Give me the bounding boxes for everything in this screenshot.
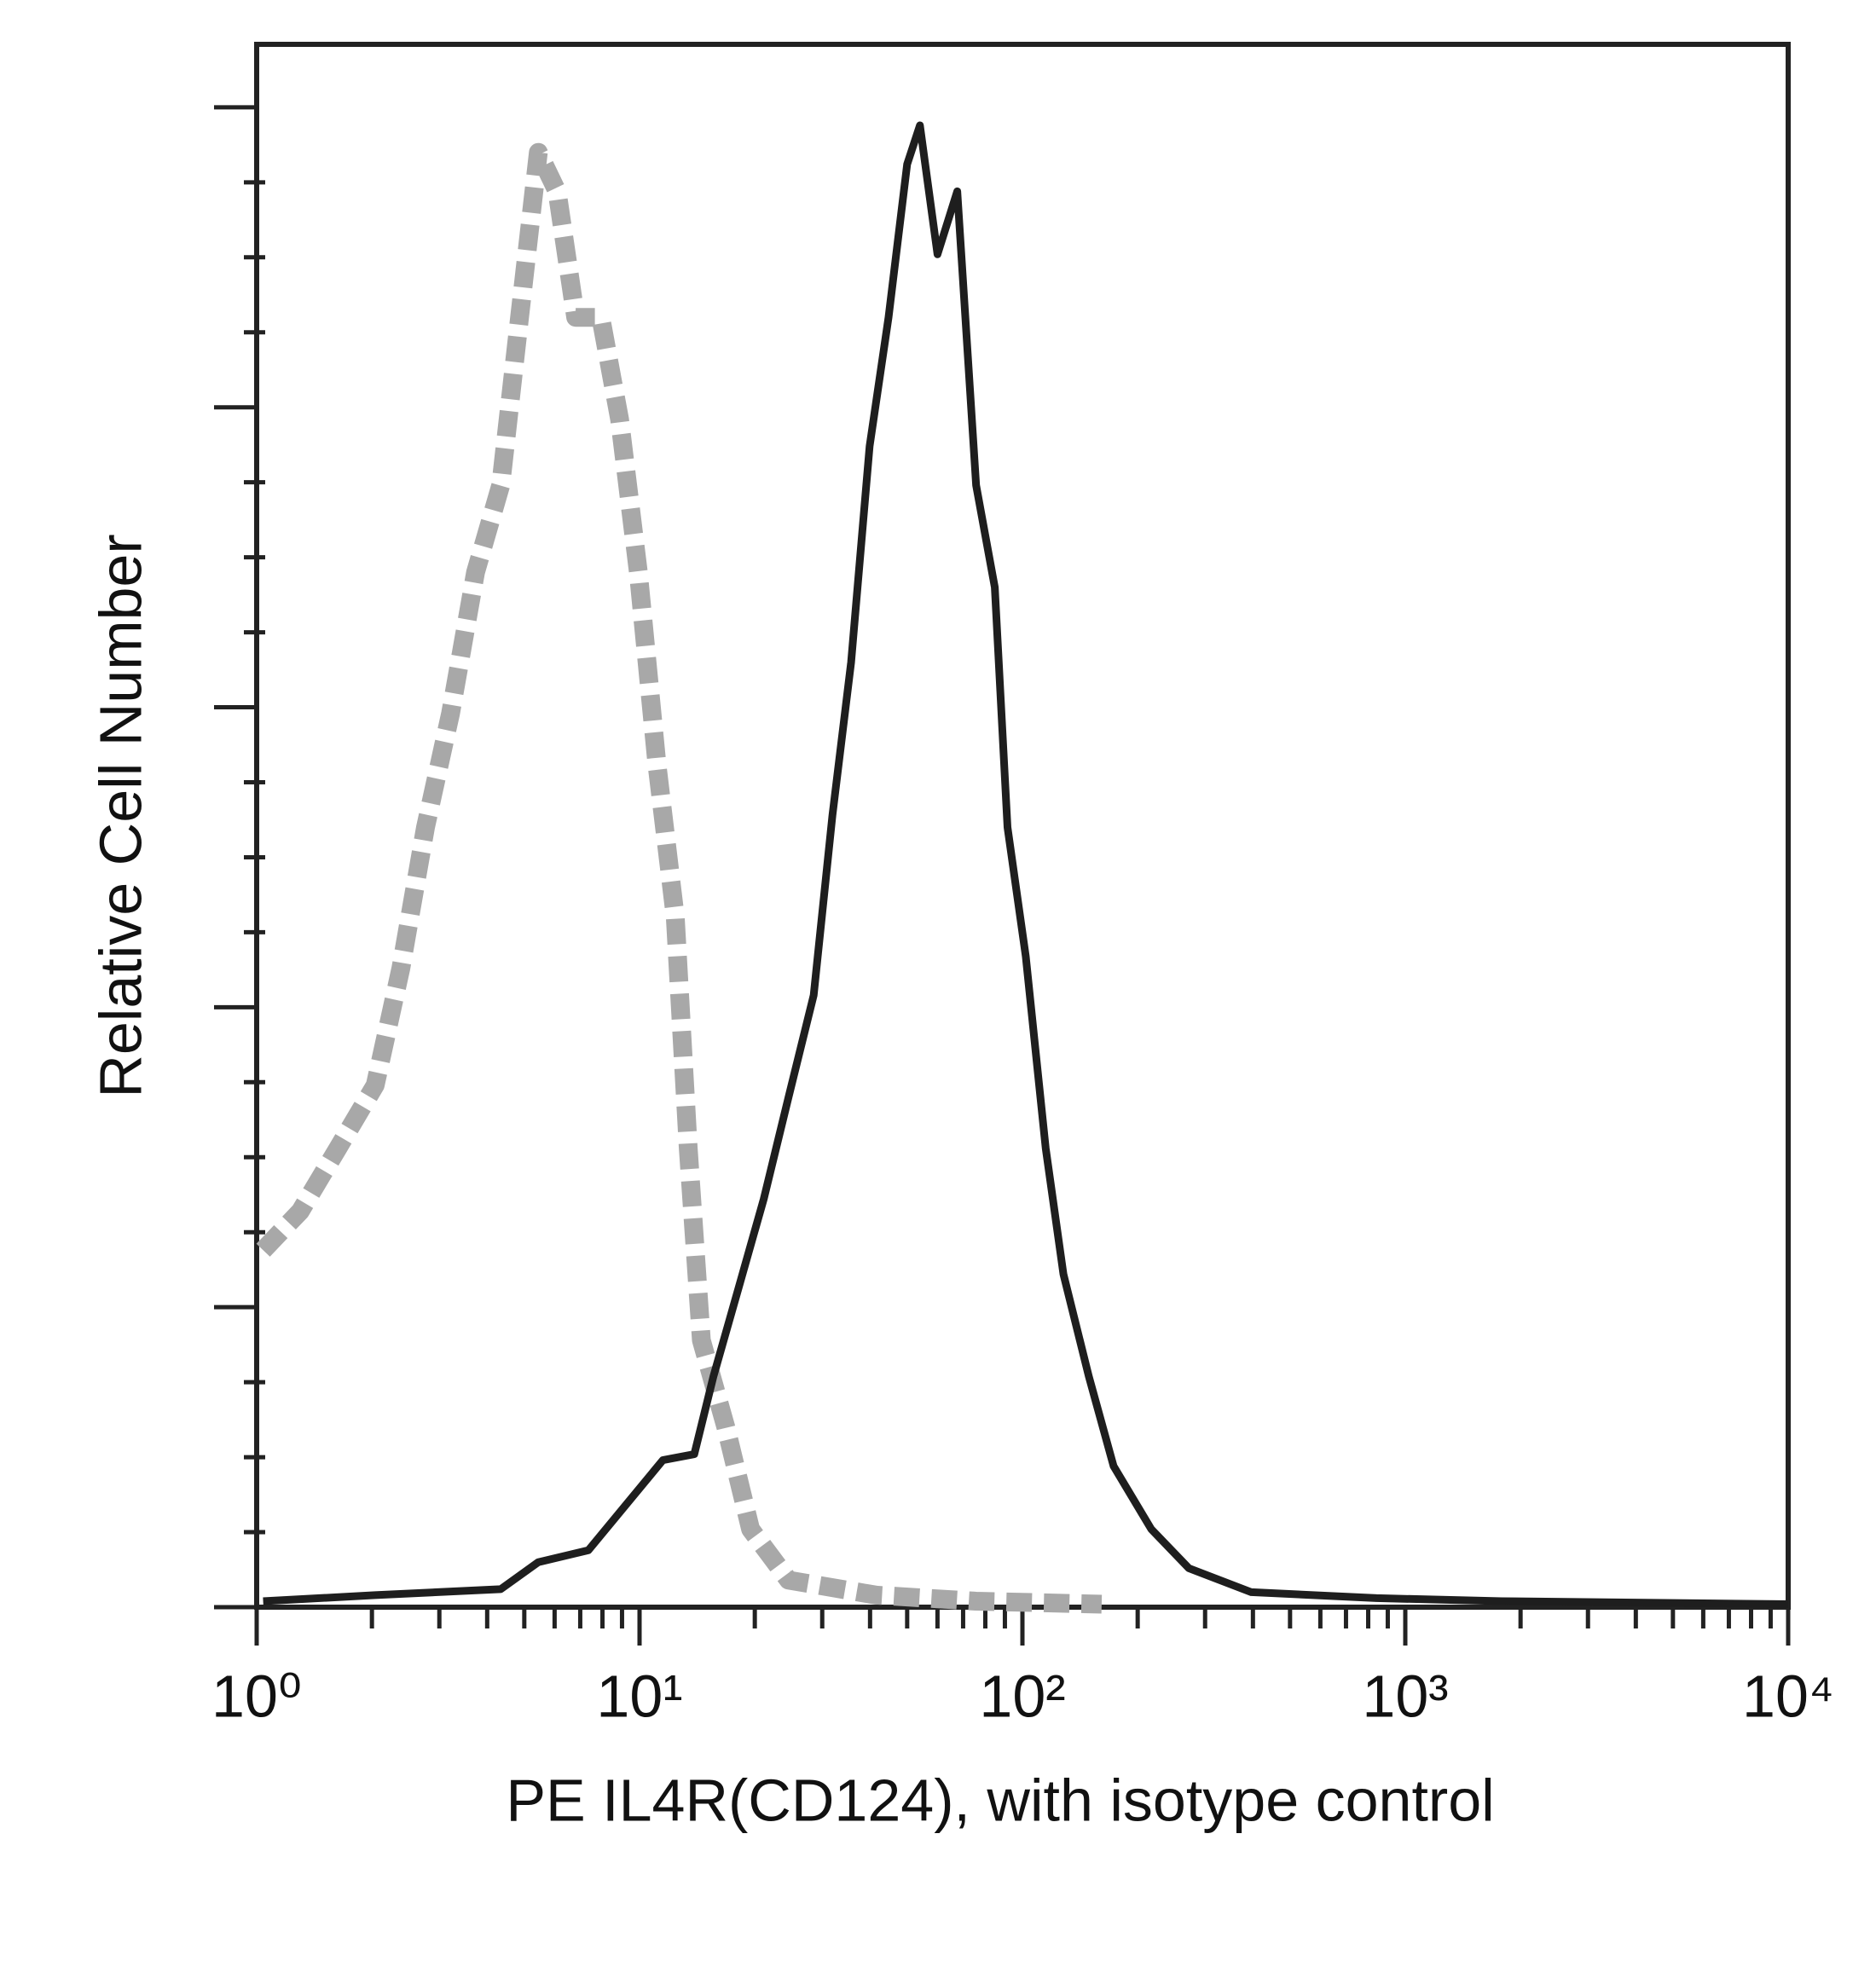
x-tick-label: 10³ bbox=[1362, 1663, 1448, 1729]
x-tick-label: 10⁴ bbox=[1742, 1663, 1834, 1729]
x-axis-label: PE IL4R(CD124), with isotype control bbox=[506, 1767, 1494, 1833]
x-tick-label: 10² bbox=[979, 1663, 1065, 1729]
histogram-line bbox=[263, 121, 1789, 1608]
histogram-line bbox=[256, 142, 1103, 1614]
x-tick-label: 10⁰ bbox=[211, 1663, 302, 1729]
y-axis-label: Relative Cell Number bbox=[87, 534, 153, 1097]
x-tick-label: 10¹ bbox=[596, 1663, 682, 1729]
plot-frame bbox=[254, 42, 1791, 1610]
